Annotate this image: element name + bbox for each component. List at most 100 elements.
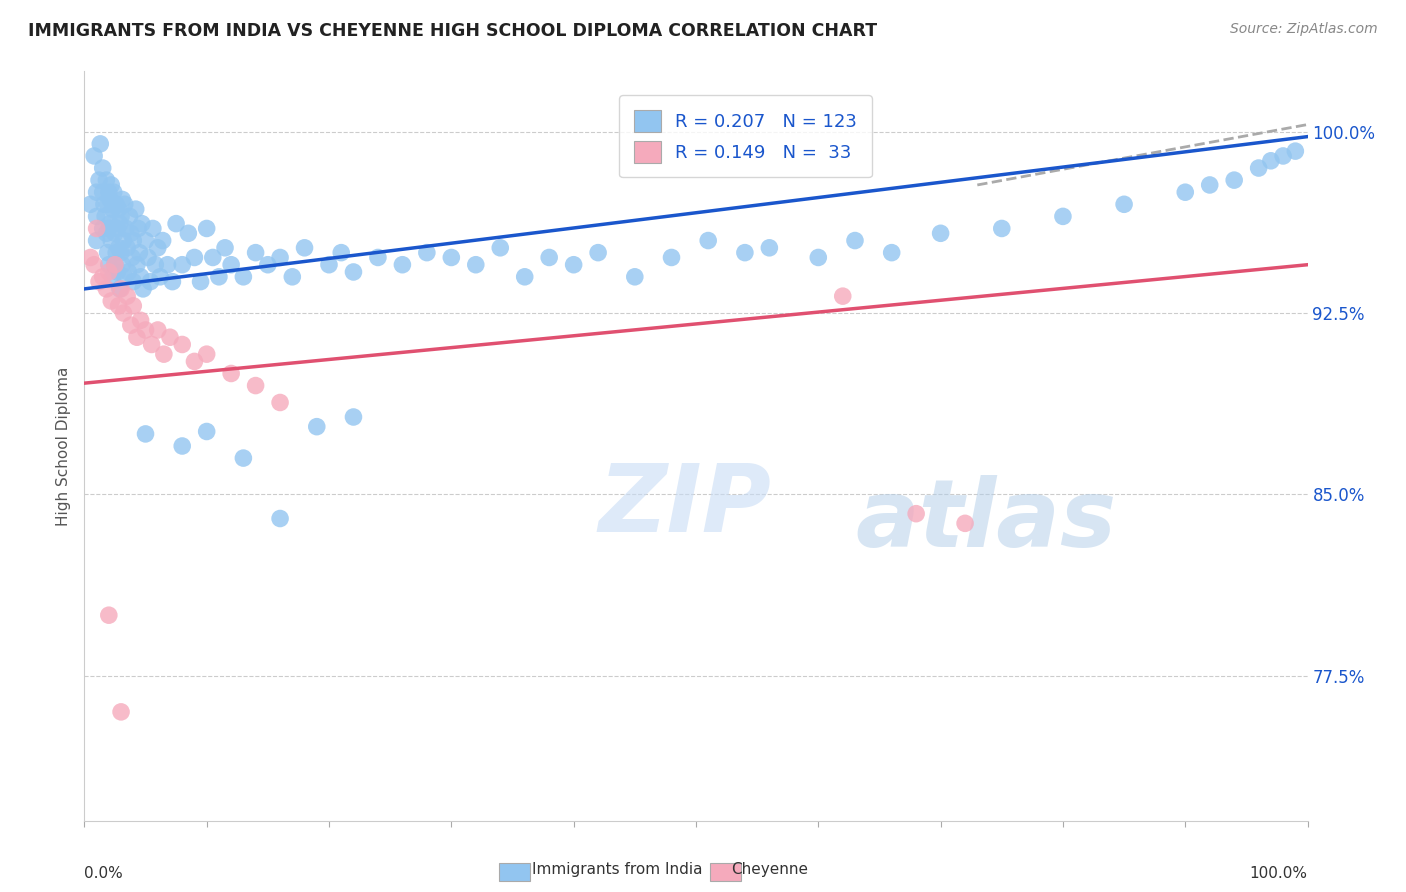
Point [281,269,304,284]
Point [734,245,756,260]
Point [128,245,150,260]
Point [391,258,413,272]
Point [97,608,120,623]
Point [98,217,121,231]
Point [100,234,122,248]
Point [1260,153,1282,168]
Point [201,251,224,265]
Point [991,221,1014,235]
Point [1052,210,1074,224]
Point [146,241,169,255]
Point [98,193,121,207]
Point [79,197,101,211]
Point [122,275,145,289]
Point [214,241,236,255]
Point [108,282,131,296]
Point [143,258,166,272]
Point [112,234,135,248]
Point [807,251,830,265]
Point [1284,144,1306,158]
Point [142,221,165,235]
Text: Source: ZipAtlas.com: Source: ZipAtlas.com [1230,22,1378,37]
Point [105,221,128,235]
Text: ZIP: ZIP [598,460,770,552]
Point [110,705,132,719]
Point [464,258,486,272]
Point [1247,161,1270,175]
Point [831,289,853,303]
Point [586,245,609,260]
Point [112,306,135,320]
Point [257,258,280,272]
Point [136,251,159,265]
Point [91,161,114,175]
Point [929,227,952,241]
Point [83,149,105,163]
Point [367,251,389,265]
Point [111,193,134,207]
Point [86,234,108,248]
Point [318,258,340,272]
Point [101,269,124,284]
Text: IMMIGRANTS FROM INDIA VS CHEYENNE HIGH SCHOOL DIPLOMA CORRELATION CHART: IMMIGRANTS FROM INDIA VS CHEYENNE HIGH S… [28,22,877,40]
Point [120,318,142,333]
Point [122,299,145,313]
Point [110,245,132,260]
Point [107,202,129,216]
Point [104,258,127,272]
Point [121,251,143,265]
Point [86,210,108,224]
Point [159,330,181,344]
Point [105,265,128,279]
Point [269,395,291,409]
Point [115,221,138,235]
Point [135,323,157,337]
Point [101,202,124,216]
Point [97,245,120,260]
Point [440,251,463,265]
Legend: R = 0.207   N = 123, R = 0.149   N =  33: R = 0.207 N = 123, R = 0.149 N = 33 [620,95,872,178]
Point [661,251,683,265]
Point [342,409,364,424]
Point [195,347,218,361]
Point [905,507,928,521]
Point [115,241,138,255]
Point [115,289,138,303]
Y-axis label: High School Diploma: High School Diploma [56,367,72,525]
Point [97,258,120,272]
Point [758,241,780,255]
Point [86,221,108,235]
Point [105,197,128,211]
Point [416,245,439,260]
Point [172,337,194,351]
Point [538,251,561,265]
Point [269,511,291,525]
Point [132,282,155,296]
Point [172,439,194,453]
Point [120,227,142,241]
Point [183,251,205,265]
Point [122,234,145,248]
Point [107,299,129,313]
Point [513,269,536,284]
Point [1198,178,1220,192]
Point [232,269,254,284]
Point [195,425,218,439]
Point [114,269,136,284]
Point [110,210,132,224]
Point [1114,197,1136,211]
Point [96,282,118,296]
Point [110,282,132,296]
Point [330,245,353,260]
Point [149,269,172,284]
Point [103,185,125,199]
Point [208,269,231,284]
Text: 0.0%: 0.0% [84,865,124,880]
Point [153,347,176,361]
Point [105,245,128,260]
Point [245,245,267,260]
Point [118,210,141,224]
Point [342,265,364,279]
Point [135,426,157,441]
Point [162,275,184,289]
